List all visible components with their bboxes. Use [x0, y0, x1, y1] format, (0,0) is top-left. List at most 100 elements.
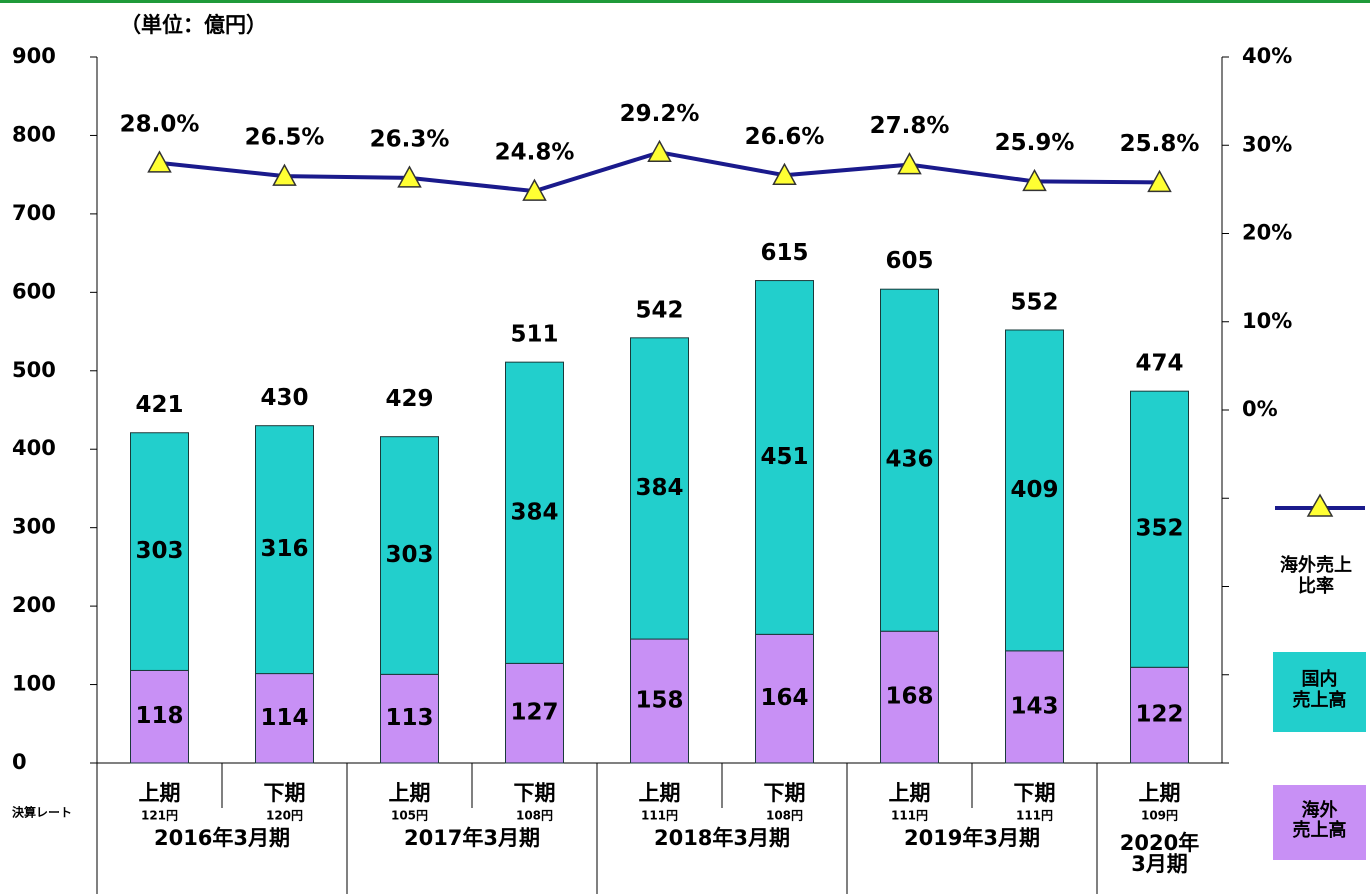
- line-marker: [147, 150, 172, 173]
- bar-segment: [380, 436, 439, 675]
- y2-tick-label: 10%: [1242, 309, 1292, 333]
- x-tick-label: 下期: [764, 781, 806, 805]
- y-tick-label: 700: [12, 201, 56, 225]
- line-value-label: 25.9%: [995, 130, 1075, 156]
- rate-label: 108円: [516, 809, 553, 823]
- group-label: 2016年3月期: [153, 826, 291, 850]
- bar-value-label: 451: [760, 444, 808, 470]
- bar-value-label: 118: [135, 703, 183, 729]
- line-value-label: 26.6%: [745, 124, 825, 150]
- total-label: 511: [510, 322, 558, 348]
- bar-segment: [130, 432, 189, 671]
- total-label: 429: [385, 386, 433, 412]
- legend-label: 国内 売上高: [1292, 669, 1347, 711]
- bar-value-label: 122: [1135, 702, 1183, 728]
- y-tick-label: 500: [12, 358, 56, 382]
- bar-segment: [255, 425, 314, 675]
- bar-segment: [505, 662, 564, 764]
- x-tick-label: 上期: [889, 781, 931, 805]
- x-tick-label: 下期: [1014, 781, 1056, 805]
- rate-label: 108円: [766, 809, 803, 823]
- bar-segment: [380, 673, 439, 764]
- total-label: 552: [1010, 289, 1058, 315]
- group-label: 2018年3月期: [653, 826, 791, 850]
- line-marker: [1022, 168, 1047, 192]
- bar-segment: [1005, 329, 1064, 652]
- bar-segment: [130, 669, 189, 764]
- bar-value-label: 316: [260, 536, 308, 562]
- bar-segment: [1130, 666, 1189, 764]
- y2-tick-label: 20%: [1242, 221, 1292, 245]
- bar-value-label: 164: [760, 685, 808, 711]
- total-label: 615: [760, 240, 808, 266]
- legend-swatch: [1273, 785, 1366, 860]
- line-value-label: 27.8%: [870, 113, 950, 139]
- line-value-label: 24.8%: [495, 140, 575, 166]
- bar-segment: [255, 673, 314, 764]
- bar-segment: [1005, 650, 1064, 764]
- y-tick-label: 600: [12, 279, 56, 303]
- total-label: 430: [260, 385, 308, 411]
- bar-segment: [755, 633, 814, 764]
- x-tick-label: 上期: [639, 781, 681, 805]
- total-label: 421: [135, 392, 183, 418]
- x-tick-label: 下期: [514, 781, 556, 805]
- y-tick-label: 400: [12, 436, 56, 460]
- total-label: 542: [635, 297, 683, 323]
- y-tick-label: 900: [12, 44, 56, 68]
- total-label: 474: [1135, 351, 1183, 377]
- bar-value-label: 158: [635, 688, 683, 714]
- unit-label: （単位：億円）: [120, 13, 267, 37]
- bar-value-label: 352: [1135, 516, 1183, 542]
- x-tick-label: 上期: [139, 781, 181, 805]
- y2-tick-label: 40%: [1242, 44, 1292, 68]
- x-tick-label: 上期: [1139, 781, 1181, 805]
- x-tick-label: 上期: [389, 781, 431, 805]
- rate-label: 111円: [641, 809, 678, 823]
- rate-label: 121円: [141, 809, 178, 823]
- y-tick-label: 200: [12, 593, 56, 617]
- rate-label: 109円: [1141, 809, 1178, 823]
- legend-label: 海外 売上高: [1292, 799, 1347, 842]
- bar-segment: [755, 280, 814, 635]
- bar-segment: [630, 337, 689, 640]
- legend-swatch: [1273, 652, 1366, 732]
- bar-value-label: 303: [135, 538, 183, 564]
- group-label: 2017年3月期: [403, 826, 541, 850]
- line-marker: [272, 163, 297, 186]
- group-label: 2019年3月期: [903, 826, 1041, 850]
- line-marker: [397, 165, 422, 188]
- rate-label: 120円: [266, 809, 303, 823]
- bar-value-label: 113: [385, 705, 433, 731]
- bar-value-label: 143: [1010, 693, 1058, 719]
- bar-value-label: 436: [885, 447, 933, 473]
- rate-label: 111円: [1016, 809, 1053, 823]
- rate-label: 決算レート: [12, 805, 72, 820]
- bar-value-label: 409: [1010, 477, 1058, 503]
- line-marker: [647, 139, 672, 163]
- line-marker: [772, 162, 797, 186]
- y-tick-label: 300: [12, 515, 56, 539]
- bar-segment: [1130, 390, 1189, 668]
- y-tick-label: 0: [12, 750, 27, 774]
- y2-tick-label: 0%: [1242, 397, 1278, 421]
- bar-value-label: 114: [260, 705, 308, 731]
- y-tick-label: 100: [12, 672, 56, 696]
- x-tick-label: 下期: [264, 781, 306, 805]
- line-marker: [897, 152, 922, 175]
- bar-segment: [880, 288, 939, 632]
- top-border: [0, 0, 1370, 3]
- rate-label: 111円: [891, 809, 928, 823]
- legend-label: 海外売上 比率: [1280, 555, 1352, 597]
- bar-segment: [880, 630, 939, 764]
- y-tick-label: 800: [12, 122, 56, 146]
- bar-value-label: 384: [510, 499, 558, 525]
- bar-segment: [630, 638, 689, 764]
- bar-value-label: 384: [635, 475, 683, 501]
- line-marker: [522, 178, 547, 201]
- line-value-label: 26.3%: [370, 126, 450, 152]
- line-value-label: 26.5%: [245, 125, 325, 151]
- line-value-label: 29.2%: [620, 101, 700, 127]
- line-marker: [1147, 169, 1172, 193]
- line-value-label: 28.0%: [120, 111, 200, 137]
